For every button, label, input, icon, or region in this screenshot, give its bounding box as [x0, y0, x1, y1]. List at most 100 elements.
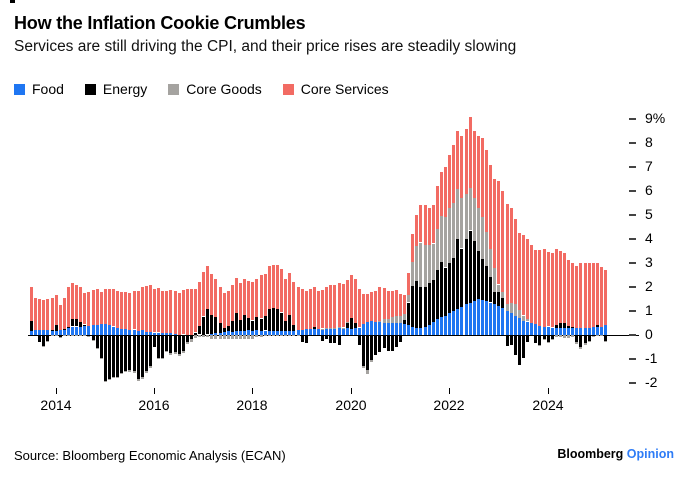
bar-segment [501, 292, 504, 298]
bar-segment [506, 335, 509, 346]
bar-segment [530, 245, 533, 323]
bar-segment [317, 291, 320, 329]
bar-segment [42, 346, 45, 347]
bar-segment [456, 239, 459, 309]
bar-segment [489, 276, 492, 302]
bar-segment [83, 325, 86, 326]
bar-segment [444, 316, 447, 335]
bar-segment [481, 217, 484, 259]
bar-segment [370, 292, 373, 321]
bar-segment [432, 244, 435, 280]
bar-segment [137, 330, 140, 335]
bar-segment [448, 208, 451, 263]
bar-segment [186, 335, 189, 342]
bar-segment [534, 250, 537, 324]
y-axis-tick [629, 142, 636, 144]
bar-segment [251, 321, 254, 331]
bar-segment [338, 283, 341, 327]
bar-segment [555, 335, 558, 337]
bar-segment [477, 299, 480, 335]
bar-segment [346, 328, 349, 335]
bar-segment [202, 335, 205, 337]
bar-segment [530, 323, 533, 335]
bar-segment [34, 330, 37, 335]
bar-segment [378, 322, 381, 335]
bar-segment [395, 323, 398, 335]
bar-segment [452, 258, 455, 311]
legend-label: Core Goods [186, 81, 262, 97]
bar-segment [104, 324, 107, 335]
bar-segment [157, 358, 160, 359]
bar-segment [87, 335, 90, 336]
bar-segment [559, 328, 562, 335]
bar-segment [346, 280, 349, 322]
bar-segment [506, 304, 509, 311]
bar-segment [485, 232, 488, 266]
bar-segment [477, 136, 480, 208]
bar-segment [264, 331, 267, 335]
bar-segment [247, 335, 250, 339]
bar-segment [493, 304, 496, 335]
bar-segment [354, 279, 357, 323]
bar-segment [149, 366, 152, 368]
legend-item: Core Services [282, 81, 389, 97]
bar-segment [424, 327, 427, 335]
bar-segment [75, 318, 78, 326]
bar-segment [596, 263, 599, 325]
bar-segment [231, 285, 234, 321]
bar-segment [63, 329, 66, 335]
bar-segment [190, 289, 193, 335]
bar-segment [190, 339, 193, 342]
bar-segment [444, 268, 447, 316]
bar-segment [518, 335, 521, 365]
bar-segment [292, 325, 295, 331]
bar-segment [575, 342, 578, 344]
bar-segment [325, 287, 328, 328]
bar-segment [247, 318, 250, 330]
bar-segment [112, 335, 115, 377]
bar-segment [481, 259, 484, 300]
bar-segment [280, 331, 283, 335]
bar-segment [276, 309, 279, 331]
bar-segment [260, 331, 263, 335]
bar-segment [83, 326, 86, 335]
bar-segment [387, 335, 390, 351]
bar-segment [83, 293, 86, 324]
bar-segment [116, 291, 119, 328]
y-axis-label: 2 [645, 278, 653, 294]
bar-segment [465, 193, 468, 239]
bar-segment [333, 285, 336, 328]
bar-segment [493, 292, 496, 304]
bar-segment [588, 335, 591, 341]
bar-segment [243, 331, 246, 335]
bar-segment [538, 325, 541, 335]
bar-segment [493, 179, 496, 268]
legend-item: Core Goods [168, 81, 262, 97]
bar-segment [460, 306, 463, 335]
bar-segment [260, 275, 263, 318]
bar-segment [391, 323, 394, 335]
bar-segment [543, 327, 546, 335]
bar-segment [551, 328, 554, 335]
bar-segment [329, 329, 332, 335]
bar-segment [440, 172, 443, 216]
bar-segment [469, 187, 472, 230]
bar-segment [223, 332, 226, 335]
bar-segment [87, 292, 90, 326]
bar-segment [149, 335, 152, 366]
bar-segment [362, 335, 365, 366]
bar-segment [92, 340, 95, 341]
bar-segment [543, 249, 546, 327]
bar-segment [428, 325, 431, 335]
bar-segment [297, 330, 300, 335]
bar-segment [210, 315, 213, 334]
bar-segment [112, 289, 115, 326]
bar-segment [108, 325, 111, 335]
bar-segment [436, 319, 439, 335]
x-axis-label: 2018 [236, 397, 268, 413]
bar-segment [59, 305, 62, 330]
bar-segment [292, 282, 295, 325]
bar-segment [219, 335, 222, 339]
bar-segment [161, 335, 164, 358]
